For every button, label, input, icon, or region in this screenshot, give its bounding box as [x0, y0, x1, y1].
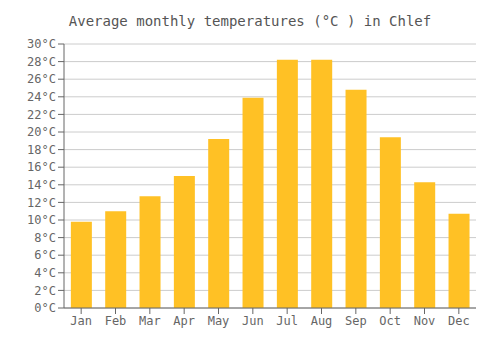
svg-text:0°C: 0°C: [34, 301, 56, 315]
svg-text:4°C: 4°C: [34, 266, 56, 280]
svg-text:16°C: 16°C: [27, 160, 56, 174]
svg-text:14°C: 14°C: [27, 178, 56, 192]
svg-text:Mar: Mar: [139, 314, 161, 328]
svg-text:Jun: Jun: [242, 314, 264, 328]
svg-text:28°C: 28°C: [27, 55, 56, 69]
svg-text:May: May: [208, 314, 230, 328]
html-text:Average monthly temperatures (: Average monthly temperatures (°C ) in Ch…: [68, 13, 432, 29]
svg-text:2°C: 2°C: [34, 284, 56, 298]
svg-text:Apr: Apr: [173, 314, 195, 328]
svg-text:10°C: 10°C: [27, 213, 56, 227]
svg-text:Jul: Jul: [276, 314, 298, 328]
svg-text:26°C: 26°C: [27, 72, 56, 86]
svg-text:24°C: 24°C: [27, 90, 56, 104]
svg-text:6°C: 6°C: [34, 248, 56, 262]
svg-text:8°C: 8°C: [34, 231, 56, 245]
svg-text:Nov: Nov: [414, 314, 436, 328]
svg-text:Feb: Feb: [105, 314, 127, 328]
svg-text:20°C: 20°C: [27, 125, 56, 139]
svg-text:30°C: 30°C: [27, 37, 56, 51]
svg-text:Sep: Sep: [345, 314, 367, 328]
svg-text:Dec: Dec: [448, 314, 470, 328]
svg-text:22°C: 22°C: [27, 108, 56, 122]
svg-text:Jan: Jan: [70, 314, 92, 328]
svg-text:12°C: 12°C: [27, 196, 56, 210]
svg-text:Oct: Oct: [379, 314, 401, 328]
svg-text:Aug: Aug: [311, 314, 333, 328]
svg-text:18°C: 18°C: [27, 143, 56, 157]
